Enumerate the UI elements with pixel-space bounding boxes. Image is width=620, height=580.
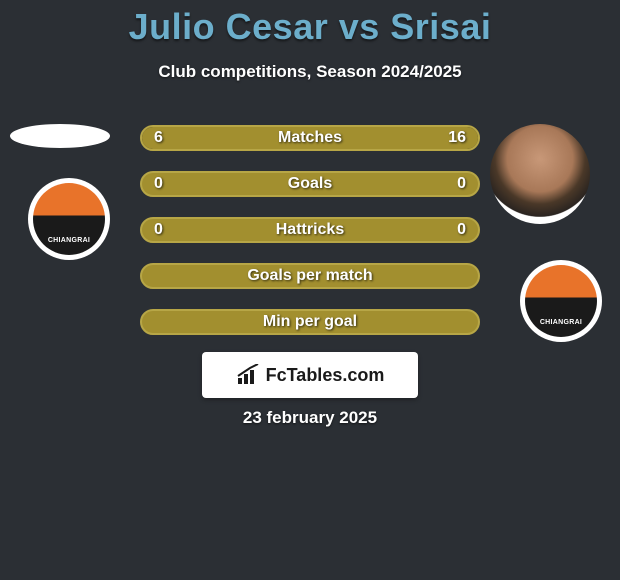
page-title: Julio Cesar vs Srisai — [0, 0, 620, 48]
stat-row: Goals per match — [140, 263, 480, 289]
player-right-avatar — [490, 124, 590, 224]
club-badge-left-inner: CHIANGRAI — [33, 183, 105, 255]
stat-label: Hattricks — [142, 219, 478, 241]
club-badge-right-text: CHIANGRAI — [525, 319, 597, 326]
subtitle: Club competitions, Season 2024/2025 — [0, 62, 620, 82]
stat-label: Matches — [142, 127, 478, 149]
stats-area: 616Matches 00Goals 00Hattricks Goals per ma… — [140, 125, 480, 355]
date: 23 february 2025 — [0, 408, 620, 428]
watermark: FcTables.com — [202, 352, 418, 398]
stat-label: Min per goal — [142, 311, 478, 333]
stat-row: Min per goal — [140, 309, 480, 335]
club-badge-right: CHIANGRAI — [520, 260, 602, 342]
watermark-text: FcTables.com — [266, 365, 385, 386]
stat-row: 616Matches — [140, 125, 480, 151]
chart-icon — [236, 364, 262, 386]
player-left-avatar — [10, 124, 110, 148]
comparison-infographic: Julio Cesar vs Srisai Club competitions,… — [0, 0, 620, 580]
club-badge-left: CHIANGRAI — [28, 178, 110, 260]
club-badge-left-text: CHIANGRAI — [33, 237, 105, 244]
club-badge-right-inner: CHIANGRAI — [525, 265, 597, 337]
stat-label: Goals per match — [142, 265, 478, 287]
stat-row: 00Hattricks — [140, 217, 480, 243]
stat-row: 00Goals — [140, 171, 480, 197]
stat-label: Goals — [142, 173, 478, 195]
